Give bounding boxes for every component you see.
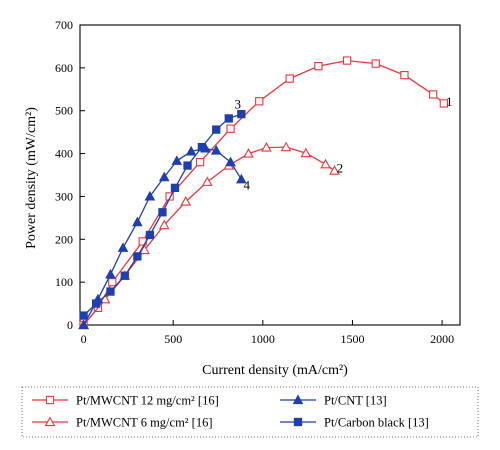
data-point [158, 208, 167, 217]
y-tick-label: 100 [55, 275, 73, 289]
legend-entry: Pt/Carbon black [13] [324, 416, 429, 430]
curve-label: 3 [234, 96, 241, 111]
legend-marker [45, 395, 55, 405]
data-point [108, 277, 117, 287]
data-point [371, 59, 380, 68]
curve-label: 4 [243, 178, 250, 193]
data-point [243, 148, 254, 158]
data-point [225, 156, 236, 167]
series-1 [79, 56, 449, 330]
legend: Pt/MWCNT 12 mg/cm² [16] Pt/CNT [13] Pt/MWC… [21, 386, 479, 438]
series-2 [78, 141, 340, 330]
legend-marker [44, 416, 56, 427]
data-point [144, 190, 156, 201]
legend-entry: Pt/CNT [13] [324, 394, 387, 408]
data-point [320, 158, 331, 169]
data-point [439, 99, 449, 108]
data-point [158, 171, 170, 182]
y-tick-label: 200 [55, 232, 73, 246]
data-point [171, 155, 183, 165]
series-line [83, 146, 335, 326]
y-tick-label: 600 [55, 61, 73, 75]
data-point [180, 196, 192, 206]
plot-border [79, 24, 461, 326]
data-point [280, 141, 292, 152]
data-point [158, 219, 170, 230]
y-tick-label: 500 [55, 104, 73, 118]
x-tick-label: 1500 [340, 332, 364, 346]
curve-label: 1 [446, 94, 453, 109]
y-tick-label: 300 [55, 189, 73, 203]
data-point [183, 161, 192, 170]
data-point [133, 252, 142, 261]
data-point [117, 242, 129, 252]
data-point [106, 287, 115, 296]
data-point [185, 145, 197, 156]
data-point [255, 97, 264, 106]
data-point [235, 173, 247, 184]
data-point [165, 192, 174, 201]
data-point [210, 145, 222, 155]
curve-label: 2 [337, 161, 344, 176]
data-point [195, 157, 205, 167]
data-point [428, 90, 438, 99]
x-tick-label: 0 [81, 332, 87, 346]
legend-box [21, 386, 479, 438]
data-point [400, 70, 409, 80]
data-point [285, 74, 294, 83]
data-point [212, 125, 221, 134]
x-tick-label: 500 [164, 332, 182, 346]
curve-labels: 1 2 3 4 [234, 94, 452, 193]
data-point [314, 61, 323, 71]
x-axis-title: Current density (mA/cm²) [202, 363, 348, 378]
x-tick-label: 1000 [251, 332, 275, 346]
data-point [132, 216, 143, 227]
data-point [78, 319, 89, 330]
data-point [224, 114, 233, 123]
y-tick-label: 400 [55, 147, 73, 161]
x-tick-label: 2000 [430, 332, 454, 346]
data-point [300, 147, 312, 158]
y-tick-label: 700 [55, 18, 73, 32]
legend-marker [292, 394, 304, 405]
data-point [197, 142, 207, 152]
plot-frame [79, 24, 461, 326]
y-axis-title: Power density (mW/cm²) [24, 107, 39, 249]
series-line [83, 59, 445, 326]
data-point [226, 124, 235, 133]
axis-ticks: 0 500 1000 1500 2000 0 100 200 300 400 500 600 700 [55, 18, 454, 346]
legend-entry: Pt/MWCNT 12 mg/cm² [16] [76, 394, 219, 408]
data-point [342, 56, 352, 65]
legend-entry: Pt/MWCNT 6 mg/cm² [16] [76, 416, 213, 430]
data-point [79, 311, 88, 320]
data-point [120, 271, 129, 280]
data-point [329, 165, 340, 175]
data-point [99, 293, 111, 304]
data-point [170, 183, 180, 193]
series-layer [78, 56, 449, 330]
data-point [139, 244, 150, 255]
series-4 [79, 109, 246, 320]
legend-marker [293, 417, 303, 427]
data-point [237, 109, 246, 119]
data-point [201, 176, 213, 186]
data-point [91, 299, 101, 308]
y-tick-label: 0 [67, 318, 73, 332]
data-point [145, 230, 155, 240]
data-point [105, 268, 116, 279]
data-point [261, 142, 272, 152]
